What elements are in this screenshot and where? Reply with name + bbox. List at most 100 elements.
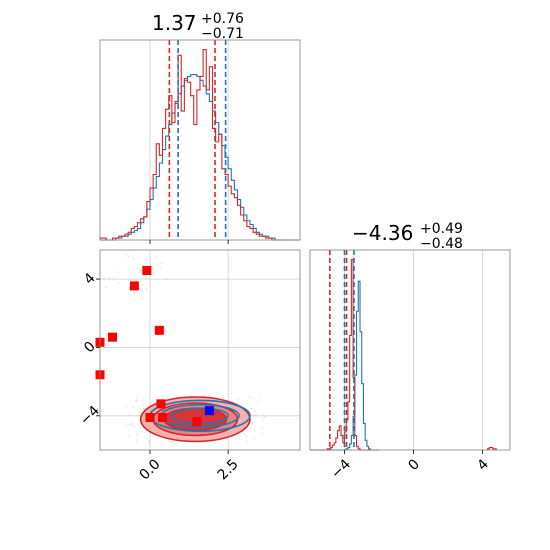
yhist-xtick-label-1: 0 (405, 456, 423, 474)
sample-dot (142, 404, 144, 406)
sample-dot (137, 394, 139, 397)
sample-dot (149, 439, 152, 442)
title-x-lower: −0.71 (201, 26, 244, 42)
sample-dot (161, 262, 163, 265)
title-y-upper: +0.49 (420, 221, 463, 237)
axes-frame-scatter (99, 249, 301, 451)
sample-dot (251, 422, 254, 425)
red-marker-9 (192, 417, 202, 427)
sample-dot (127, 434, 130, 437)
red-marker-0 (142, 266, 152, 276)
sample-dot (139, 289, 142, 292)
sample-dot (117, 271, 120, 274)
sample-dot (103, 278, 105, 280)
sample-dot (136, 434, 139, 437)
sample-dot (148, 440, 151, 443)
sample-dot (136, 439, 138, 441)
sample-dot (135, 441, 138, 443)
sample-dot (105, 286, 108, 288)
sample-dot (117, 282, 120, 284)
scatter-ytick-text-0: −4 (77, 403, 103, 429)
xhist-hist-step-1 (99, 48, 300, 241)
sample-dot (133, 425, 136, 427)
sample-dot (143, 407, 146, 410)
red-marker-6 (156, 399, 166, 409)
sample-dot (169, 441, 172, 443)
red-marker-2 (108, 332, 117, 342)
red-marker-8 (158, 413, 167, 423)
sample-dot (132, 257, 135, 260)
scatter-panel: 0.0 2.5−404 (77, 249, 301, 483)
sample-dot (254, 409, 257, 412)
title-y-value: −4.36 (352, 221, 413, 245)
sample-dot (129, 423, 131, 426)
sample-dot (135, 400, 138, 402)
sample-dot (162, 396, 165, 399)
histogram-panel-y: −4 0 4 −4.36 +0.49 −0.48 (309, 221, 511, 482)
scatter-xtick-label-1: 2.5 (215, 456, 242, 483)
sample-dot (251, 396, 254, 399)
sample-dot (165, 278, 168, 280)
sample-dot (264, 415, 266, 418)
red-marker-1 (129, 281, 139, 291)
sample-dot (138, 271, 141, 273)
histogram-series-y (310, 258, 497, 451)
axes-frame-y-hist (309, 249, 511, 451)
ticks-y-hist: −4 0 4 (328, 450, 492, 482)
sample-dot (253, 429, 255, 432)
sample-dot (237, 398, 239, 401)
histogram-panel-x: 1.37 +0.76 −0.71 (99, 11, 301, 244)
sample-dot (127, 255, 130, 258)
sample-dot (202, 394, 205, 397)
sample-dot (132, 406, 135, 409)
axes-frame-x-hist (99, 39, 301, 241)
sample-dot (133, 291, 136, 294)
sample-dot (257, 401, 260, 403)
sample-dot (262, 417, 264, 420)
title-y-lower: −0.48 (420, 236, 463, 252)
sample-dot (140, 430, 143, 433)
yhist-xtick-text-2: 4 (474, 456, 492, 474)
sample-dot (160, 267, 162, 270)
sample-dot (155, 255, 158, 258)
scatter-xtick-label-0: 0.0 (137, 456, 164, 483)
sample-dot (237, 435, 240, 438)
sample-dot (142, 407, 145, 410)
yhist-xtick-text-0: −4 (328, 456, 354, 482)
sample-dot (131, 424, 134, 427)
sample-dot (247, 396, 250, 398)
yhist-xtick-text-1: 0 (405, 456, 423, 474)
grid-y-hist (344, 250, 483, 450)
scatter-xtick-text-0: 0.0 (137, 456, 164, 483)
ticks-x-hist (149, 240, 229, 244)
title-y: −4.36 +0.49 −0.48 (352, 221, 463, 252)
sample-dot (171, 441, 174, 443)
sample-dot (143, 431, 146, 434)
sample-dot (261, 426, 264, 429)
title-x-value: 1.37 (152, 11, 197, 35)
xhist-hist-step-0 (100, 73, 300, 241)
yhist-xtick-label-2: 4 (474, 456, 492, 474)
sample-dot (147, 442, 150, 444)
sample-dot (136, 432, 139, 434)
sample-dot (125, 253, 127, 256)
red-marker-7 (145, 413, 155, 423)
sample-dot (144, 276, 147, 279)
sample-dot (148, 395, 151, 397)
yhist-xtick-label-0: −4 (328, 456, 354, 482)
sample-dot (143, 408, 145, 411)
sample-dot (191, 394, 193, 397)
sample-dot (252, 415, 255, 417)
yhist-hist-step-2 (487, 447, 497, 450)
sample-dot (146, 405, 148, 407)
grid-x-hist (149, 40, 229, 240)
quantile-lines-y (329, 250, 355, 450)
sample-dot (125, 406, 128, 408)
sample-dot (256, 412, 259, 415)
sample-dot (262, 413, 265, 415)
scatter-ytick-label-2: 4 (81, 270, 99, 288)
title-x: 1.37 +0.76 −0.71 (152, 11, 244, 42)
sample-dot (261, 433, 264, 435)
sample-dot (259, 395, 261, 398)
